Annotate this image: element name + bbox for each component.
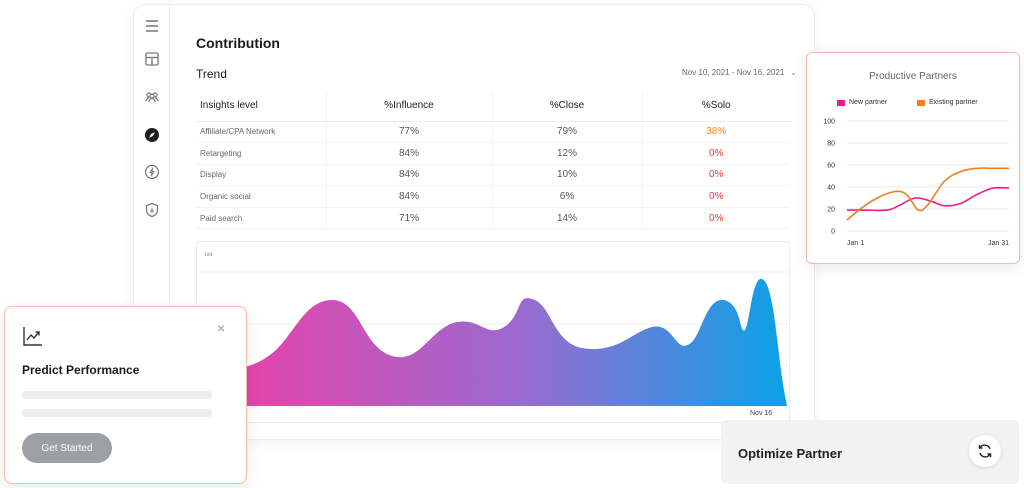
get-started-button[interactable]: Get Started bbox=[22, 433, 112, 463]
sidebar bbox=[134, 5, 170, 439]
optimize-partner-card[interactable]: Optimize Partner bbox=[721, 420, 1019, 484]
compass-icon[interactable] bbox=[143, 126, 161, 144]
x-tick-label: Jan 31 bbox=[988, 240, 1009, 247]
insight-level: Retargeting bbox=[196, 142, 326, 165]
column-header[interactable]: %Solo bbox=[641, 91, 790, 122]
legend-label: New partner bbox=[849, 99, 888, 106]
y-tick-label: 0 bbox=[831, 229, 835, 236]
y-axis-max-label: 1dd bbox=[204, 252, 213, 258]
table-row[interactable]: Retargeting 84% 12% 0% bbox=[196, 142, 790, 165]
shield-icon[interactable] bbox=[143, 201, 161, 219]
close-value: 79% bbox=[491, 121, 642, 144]
legend-existing-partner[interactable]: Existing partner bbox=[917, 99, 978, 106]
legend-swatch bbox=[837, 99, 845, 106]
chevron-down-icon: ⌄ bbox=[790, 68, 797, 77]
trend-area-chart: 1dd Nov 16 bbox=[196, 241, 791, 423]
y-tick-label: 100 bbox=[823, 119, 835, 126]
date-range-label: Nov 10, 2021 - Nov 16, 2021 bbox=[682, 68, 785, 77]
page-title: Contribution bbox=[196, 35, 280, 51]
section-title-trend: Trend bbox=[196, 67, 227, 81]
solo-value: 0% bbox=[641, 142, 790, 165]
layout-icon[interactable] bbox=[143, 50, 161, 68]
column-header[interactable]: Insights level bbox=[196, 91, 326, 122]
solo-value: 38% bbox=[641, 121, 790, 144]
y-tick-label: 60 bbox=[827, 163, 835, 170]
influence-value: 77% bbox=[325, 121, 492, 144]
close-value: 12% bbox=[491, 142, 642, 165]
productive-partners-chart: 0 20 40 60 80 100 Jan 1 Jan 31 bbox=[823, 119, 1010, 248]
solo-value: 0% bbox=[641, 164, 790, 187]
y-tick-label: 40 bbox=[827, 185, 835, 192]
influence-value: 71% bbox=[325, 207, 492, 230]
x-tick-label: Jan 1 bbox=[847, 240, 864, 247]
table-row[interactable]: Display 84% 10% 0% bbox=[196, 164, 790, 187]
column-header[interactable]: %Influence bbox=[325, 91, 492, 122]
legend-label: Existing partner bbox=[929, 99, 978, 106]
placeholder-line bbox=[22, 391, 212, 399]
legend-swatch bbox=[917, 99, 925, 106]
influence-value: 84% bbox=[325, 164, 492, 187]
date-range-picker[interactable]: Nov 10, 2021 - Nov 16, 2021 ⌄ bbox=[682, 68, 797, 77]
x-axis-end-label: Nov 16 bbox=[750, 410, 773, 417]
insight-level: Display bbox=[196, 164, 326, 187]
users-icon[interactable] bbox=[143, 88, 161, 106]
table-row[interactable]: Affiliate/CPA Network 77% 79% 38% bbox=[196, 121, 790, 144]
close-value: 14% bbox=[491, 207, 642, 230]
trending-up-icon bbox=[23, 327, 42, 346]
close-value: 10% bbox=[491, 164, 642, 187]
close-value: 6% bbox=[491, 185, 642, 208]
trend-area-svg bbox=[197, 271, 791, 406]
series-line-existing-partner bbox=[846, 167, 1009, 221]
series-line-new-partner bbox=[847, 186, 1010, 212]
legend-new-partner[interactable]: New partner bbox=[837, 99, 887, 106]
table-row[interactable]: Paid search 71% 14% 0% bbox=[196, 207, 790, 230]
column-header[interactable]: %Close bbox=[491, 91, 642, 122]
insight-level: Paid search bbox=[196, 207, 326, 230]
predict-performance-card: × Predict Performance Get Started bbox=[4, 306, 247, 484]
influence-value: 84% bbox=[325, 142, 492, 165]
close-icon[interactable]: × bbox=[217, 320, 226, 336]
insight-level: Affiliate/CPA Network bbox=[196, 121, 326, 144]
influence-value: 84% bbox=[325, 185, 492, 208]
card-title: Optimize Partner bbox=[738, 446, 843, 461]
card-title: Predict Performance bbox=[22, 363, 140, 377]
table-row[interactable]: Organic social 84% 6% 0% bbox=[196, 185, 790, 208]
menu-icon[interactable] bbox=[143, 17, 161, 35]
refresh-icon bbox=[978, 444, 992, 458]
placeholder-line bbox=[22, 409, 212, 417]
solo-value: 0% bbox=[641, 185, 790, 208]
insights-table: Insights level %Influence %Close %Solo A… bbox=[196, 91, 790, 230]
productive-partners-card: Productive Partners New partner Existing… bbox=[806, 52, 1020, 264]
lightning-icon[interactable] bbox=[143, 163, 161, 181]
insight-level: Organic social bbox=[196, 185, 326, 208]
solo-value: 0% bbox=[641, 207, 790, 230]
refresh-button[interactable] bbox=[969, 435, 1001, 467]
chart-title: Productive Partners bbox=[869, 71, 957, 82]
trend-area bbox=[197, 278, 787, 406]
y-tick-label: 20 bbox=[827, 207, 835, 214]
y-tick-label: 80 bbox=[827, 141, 835, 148]
